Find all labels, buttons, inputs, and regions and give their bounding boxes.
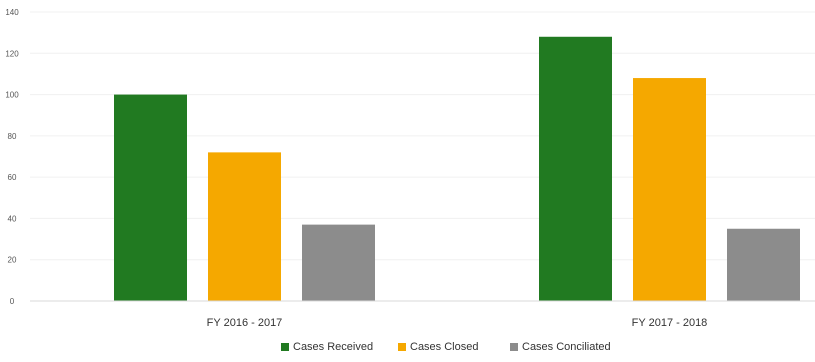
y-tick-label: 20 — [8, 256, 17, 265]
y-tick-label: 100 — [5, 91, 19, 100]
category-label: FY 2016 - 2017 — [207, 317, 283, 329]
legend-label: Cases Conciliated — [522, 341, 611, 353]
bar-cases-conciliated-1 — [302, 224, 375, 301]
legend-swatch — [398, 343, 406, 351]
bar-cases-closed-2 — [633, 78, 706, 301]
bar-cases-received-2 — [539, 36, 612, 302]
legend-label: Cases Received — [293, 341, 373, 353]
category-label: FY 2017 - 2018 — [632, 317, 708, 329]
y-tick-label: 140 — [5, 8, 19, 17]
legend-label: Cases Closed — [410, 341, 478, 353]
bars — [114, 36, 800, 302]
bar-cases-closed-1 — [208, 152, 281, 301]
legend-swatch — [510, 343, 518, 351]
x-axis-categories: FY 2016 - 2017 FY 2017 - 2018 — [207, 317, 708, 329]
legend-swatch — [281, 343, 289, 351]
y-axis-ticks: 0 20 40 60 80 100 120 140 — [5, 8, 19, 306]
bar-cases-conciliated-2 — [727, 228, 800, 301]
y-tick-label: 60 — [8, 173, 17, 182]
y-tick-label: 0 — [10, 297, 15, 306]
y-tick-label: 120 — [5, 49, 19, 58]
y-tick-label: 80 — [8, 132, 17, 141]
legend: Cases Received Cases Closed Cases Concilia… — [281, 341, 611, 353]
bar-cases-received-1 — [114, 94, 187, 301]
y-tick-label: 40 — [8, 214, 17, 223]
